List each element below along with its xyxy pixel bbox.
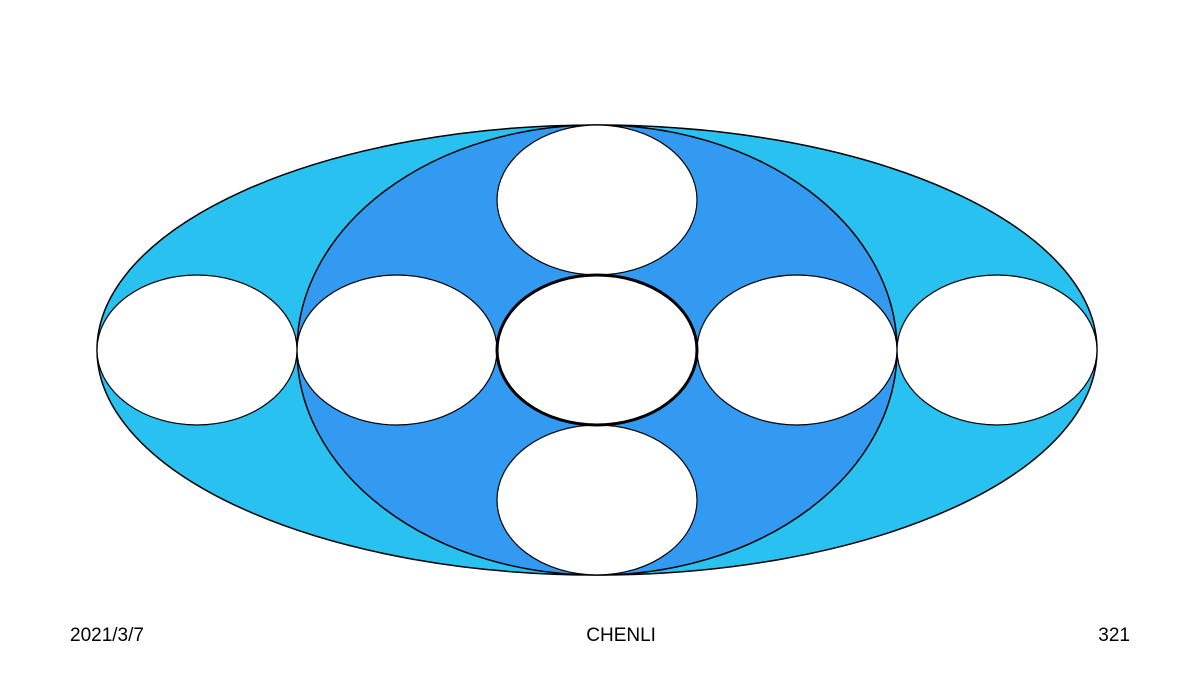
small-ellipse-far-right <box>897 275 1097 425</box>
slide-footer: 2021/3/7 CHENLI 321 <box>0 625 1200 647</box>
footer-date: 2021/3/7 <box>70 625 144 647</box>
footer-author: CHENLI <box>586 625 656 647</box>
small-ellipse-top <box>497 125 697 275</box>
small-ellipse-center <box>497 275 697 425</box>
small-ellipse-left <box>297 275 497 425</box>
small-ellipse-right <box>697 275 897 425</box>
slide-stage: 2021/3/7 CHENLI 321 <box>0 0 1200 680</box>
ellipse-diagram <box>0 0 1200 680</box>
small-ellipse-bottom <box>497 425 697 575</box>
footer-page: 321 <box>1098 625 1130 647</box>
small-ellipse-far-left <box>97 275 297 425</box>
